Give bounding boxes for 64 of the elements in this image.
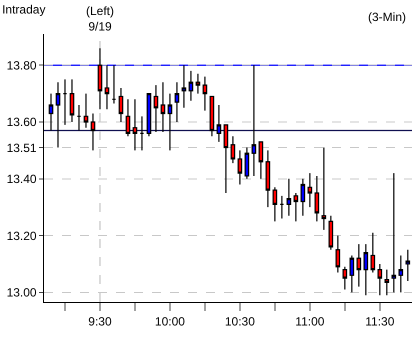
candlestick	[62, 78, 68, 126]
candlestick	[280, 195, 284, 220]
candlestick	[216, 104, 222, 142]
candlestick	[126, 98, 130, 137]
y-tick-label: 13.60	[6, 115, 37, 130]
candlestick	[336, 234, 340, 274]
candlestick	[378, 263, 382, 296]
candlestick	[370, 232, 376, 274]
candlestick	[258, 141, 264, 180]
candlestick	[244, 146, 250, 180]
candlestick	[202, 76, 208, 112]
x-tick-label: 10:30	[224, 314, 256, 328]
candlestick	[266, 150, 270, 208]
candlestick	[322, 146, 326, 230]
candlestick	[118, 87, 124, 123]
x-tick-label: 11:00	[295, 314, 325, 328]
candlestick	[314, 175, 320, 222]
ref-line-label: (Left) 9/19	[86, 4, 114, 34]
candlestick	[76, 104, 82, 132]
y-tick-label: 13.80	[6, 58, 37, 72]
candlestick	[104, 64, 110, 110]
x-tick-label: 9:30	[88, 314, 112, 328]
candlestick	[308, 172, 312, 208]
candlestick	[56, 82, 60, 148]
candlestick	[238, 150, 242, 186]
candlestick	[174, 82, 180, 123]
candlestick	[230, 136, 236, 164]
y-tick-label: 13.00	[6, 286, 37, 300]
candlestick	[392, 172, 396, 293]
candlestick	[84, 93, 88, 128]
chart-subtitle: (3-Min)	[368, 10, 406, 24]
candlestick	[356, 243, 362, 288]
candlestick	[364, 243, 368, 296]
candlestick	[398, 254, 404, 293]
candlestick	[90, 112, 96, 151]
candlestick	[70, 78, 74, 123]
x-tick-label: 10:00	[154, 314, 186, 328]
candlestick	[272, 186, 278, 222]
chart-title: Intraday	[2, 2, 46, 16]
candlestick	[98, 48, 102, 110]
candlestick	[294, 192, 298, 222]
candlestick	[384, 269, 390, 296]
candlestick	[328, 215, 334, 250]
y-tick-label: 13.51	[6, 140, 37, 155]
candlestick	[224, 124, 228, 194]
candlestick	[140, 116, 144, 151]
y-tick-label: 13.20	[6, 228, 37, 243]
candlestick	[146, 93, 152, 137]
x-tick-label: 11:30	[365, 314, 395, 328]
candlestick	[210, 96, 214, 137]
candlestick	[168, 93, 172, 151]
candlestick	[132, 98, 138, 151]
y-tick-label: 13.40	[6, 172, 37, 186]
candlestick	[154, 84, 158, 133]
candlestick	[342, 266, 348, 290]
candlestick	[300, 178, 306, 216]
candlestick	[350, 254, 354, 293]
candlestick	[48, 93, 54, 132]
candlestick	[160, 82, 166, 133]
candlestick	[196, 73, 200, 94]
candlestick	[112, 64, 116, 104]
candlestick	[286, 178, 292, 216]
candlestick	[188, 70, 194, 102]
candlestick	[405, 249, 410, 282]
